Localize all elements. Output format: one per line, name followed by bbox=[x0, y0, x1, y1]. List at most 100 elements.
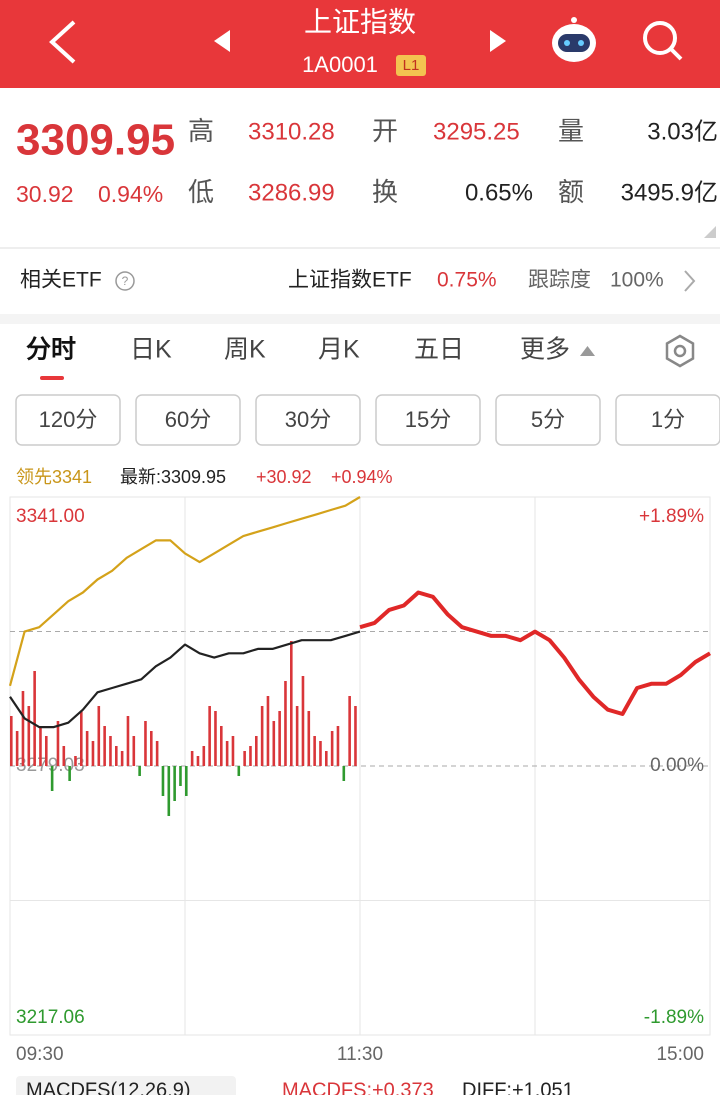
volume-bar bbox=[243, 751, 246, 766]
y2-tick-label: +1.89% bbox=[639, 506, 704, 527]
volume-bar bbox=[214, 711, 217, 766]
field-value: 3295.25 bbox=[433, 118, 520, 145]
volume-bar bbox=[62, 746, 66, 766]
header-bar bbox=[0, 0, 720, 88]
tab-bar: 分时 日K 周K 月K 五日 更多 bbox=[26, 336, 570, 364]
period-label: 30分 bbox=[285, 407, 331, 432]
volume-bar bbox=[109, 736, 112, 766]
period-button[interactable] bbox=[495, 394, 601, 446]
volume-bar bbox=[126, 716, 130, 766]
field-label: 高 bbox=[188, 116, 214, 146]
volume-bar bbox=[21, 691, 25, 766]
price: 3309.95 bbox=[16, 116, 175, 165]
period-button[interactable] bbox=[135, 394, 241, 446]
tab[interactable]: 分时 bbox=[26, 336, 76, 364]
volume-bar bbox=[50, 766, 54, 791]
indicator-select[interactable] bbox=[16, 1076, 236, 1095]
tracking-value: 100% bbox=[610, 269, 664, 292]
badge-bg bbox=[396, 55, 426, 76]
title: 上证指数 bbox=[304, 6, 416, 37]
price-line bbox=[9, 630, 361, 729]
field-value: 3.03亿 bbox=[647, 118, 718, 145]
x-tick-label: 15:00 bbox=[656, 1044, 704, 1065]
tab[interactable]: 更多 bbox=[520, 336, 570, 364]
help-mark: ? bbox=[122, 274, 129, 288]
volume-bar bbox=[179, 766, 182, 786]
etf-arrow[interactable] bbox=[684, 270, 696, 292]
period-button[interactable] bbox=[15, 394, 121, 446]
volume-bar bbox=[260, 706, 264, 766]
tab[interactable]: 五日 bbox=[414, 336, 464, 364]
tab[interactable]: 周K bbox=[224, 336, 266, 364]
back-button[interactable] bbox=[49, 20, 76, 64]
indicator-diff: DIFF:+1.051 bbox=[462, 1079, 574, 1095]
expand-corner[interactable] bbox=[704, 226, 716, 238]
x-tick-label: 11:30 bbox=[337, 1044, 383, 1065]
volume-bar bbox=[284, 681, 287, 766]
x-tick-label: 09:30 bbox=[16, 1044, 64, 1065]
field-value: 0.65% bbox=[465, 179, 533, 206]
volume-bar bbox=[80, 711, 83, 766]
volume-bar bbox=[319, 741, 322, 766]
y2-tick-label: 0.00% bbox=[650, 755, 704, 776]
tab-underline bbox=[40, 376, 64, 380]
field-label: 开 bbox=[372, 116, 398, 146]
field-label: 额 bbox=[558, 177, 584, 207]
period-button[interactable] bbox=[375, 394, 481, 446]
volume-bar bbox=[330, 731, 334, 766]
volume-bar bbox=[150, 731, 153, 766]
field-label: 量 bbox=[558, 116, 584, 146]
volume-bar bbox=[301, 676, 305, 766]
volume-bar bbox=[295, 706, 299, 766]
assistant-icon[interactable] bbox=[552, 17, 596, 62]
etf-label: 相关ETF bbox=[20, 269, 102, 292]
volume-bar bbox=[325, 751, 328, 766]
latest-legend: 最新:3309.95 bbox=[120, 467, 226, 487]
volume-bar bbox=[196, 756, 200, 766]
help-icon[interactable] bbox=[115, 271, 135, 291]
volume-bar bbox=[266, 696, 270, 766]
next-button[interactable] bbox=[490, 30, 506, 52]
field-label: 换 bbox=[372, 177, 398, 207]
settings-icon[interactable] bbox=[665, 334, 695, 368]
tab[interactable]: 日K bbox=[130, 336, 172, 364]
volume-bar bbox=[220, 726, 223, 766]
volume-bar bbox=[68, 766, 71, 781]
volume-bar bbox=[237, 766, 241, 776]
volume-bar bbox=[255, 736, 258, 766]
period-button[interactable] bbox=[255, 394, 361, 446]
volume-bar bbox=[307, 711, 311, 766]
tracking-label: 跟踪度 bbox=[528, 269, 591, 292]
volume-bar bbox=[354, 706, 357, 766]
period-label: 120分 bbox=[39, 407, 98, 432]
volume-bar bbox=[10, 716, 13, 766]
volume-bar bbox=[103, 726, 106, 766]
volume-bar bbox=[155, 741, 159, 766]
search-icon[interactable] bbox=[643, 21, 683, 61]
volume-bar bbox=[208, 706, 211, 766]
volume-bar bbox=[313, 736, 316, 766]
volume-bar bbox=[231, 736, 235, 766]
volume-bar bbox=[45, 736, 48, 766]
etf-name[interactable]: 上证指数ETF bbox=[288, 269, 412, 292]
indicator-macdfs: MACDFS:+0.373 bbox=[282, 1079, 434, 1095]
change-legend: +30.92 bbox=[256, 467, 312, 487]
period-label: 15分 bbox=[405, 407, 451, 432]
field-label: 低 bbox=[188, 177, 214, 207]
volume-bar bbox=[185, 766, 188, 796]
prev-button[interactable] bbox=[214, 30, 230, 52]
volume-bar bbox=[39, 726, 42, 766]
volume-bar bbox=[249, 746, 252, 766]
tab[interactable]: 月K bbox=[318, 336, 360, 364]
volume-bar bbox=[33, 671, 36, 766]
volume-bar bbox=[15, 731, 19, 766]
volume-bar bbox=[91, 741, 95, 766]
volume-bar bbox=[161, 766, 165, 796]
volume-bar bbox=[97, 706, 101, 766]
volume-bar bbox=[272, 721, 276, 766]
section-gap bbox=[0, 314, 720, 324]
change: 30.92 bbox=[16, 181, 74, 207]
field-value: 3286.99 bbox=[248, 179, 335, 206]
period-button[interactable] bbox=[615, 394, 720, 446]
field-value: 3310.28 bbox=[248, 118, 335, 145]
